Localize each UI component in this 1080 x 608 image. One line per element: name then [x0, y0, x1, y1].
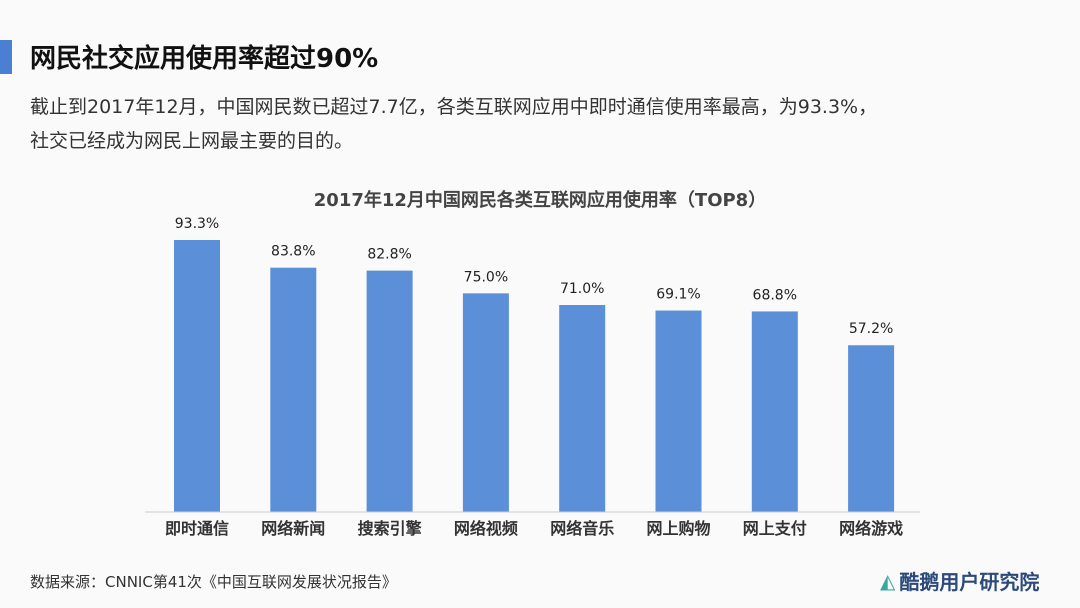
category-label-0: 即时通信: [165, 519, 229, 538]
data-label-2: 82.8%: [367, 247, 411, 263]
title-accent-bar: [0, 40, 12, 74]
bar-3: [462, 293, 509, 512]
category-label-2: 搜索引擎: [358, 519, 423, 538]
logo: ◭ 酷鹅用户研究院: [880, 566, 1039, 595]
data-source: 数据来源：CNNIC第41次《中国互联网发展状况报告》: [30, 573, 397, 591]
bar-0: [174, 240, 220, 512]
page-title: 网民社交应用使用率超过90%: [30, 44, 379, 74]
data-label-1: 83.8%: [271, 244, 315, 260]
description-line-2: 社交已经成为网民上网最主要的目的。: [30, 130, 354, 152]
data-label-4: 71.0%: [560, 281, 604, 297]
chart-title: 2017年12月中国网民各类互联网应用使用率（TOP8）: [313, 190, 767, 211]
logo-text: 酷鹅用户研究院: [899, 570, 1040, 594]
category-label-7: 网络游戏: [839, 519, 903, 538]
bar-2: [366, 270, 413, 512]
category-label-4: 网络音乐: [550, 519, 614, 538]
category-label-3: 网络视频: [454, 519, 518, 538]
data-label-7: 57.2%: [849, 321, 893, 337]
data-label-0: 93.3%: [175, 216, 219, 232]
bar-6: [751, 311, 798, 512]
bar-5: [655, 310, 702, 512]
description: 截止到2017年12月，中国网民数已超过7.7亿，各类互联网应用中即时通信使用率…: [30, 90, 877, 158]
category-label-5: 网上购物: [646, 519, 710, 538]
data-label-6: 68.8%: [753, 287, 797, 303]
bar-1: [270, 267, 317, 512]
penguin-logo-icon: ◭: [880, 568, 896, 593]
data-label-3: 75.0%: [464, 269, 508, 285]
category-label-6: 网上支付: [743, 519, 807, 538]
bar-4: [559, 305, 606, 512]
bar-7: [848, 345, 895, 512]
description-line-1: 截止到2017年12月，中国网民数已超过7.7亿，各类互联网应用中即时通信使用率…: [30, 96, 878, 118]
data-label-5: 69.1%: [656, 287, 700, 303]
category-label-1: 网络新闻: [261, 519, 325, 538]
